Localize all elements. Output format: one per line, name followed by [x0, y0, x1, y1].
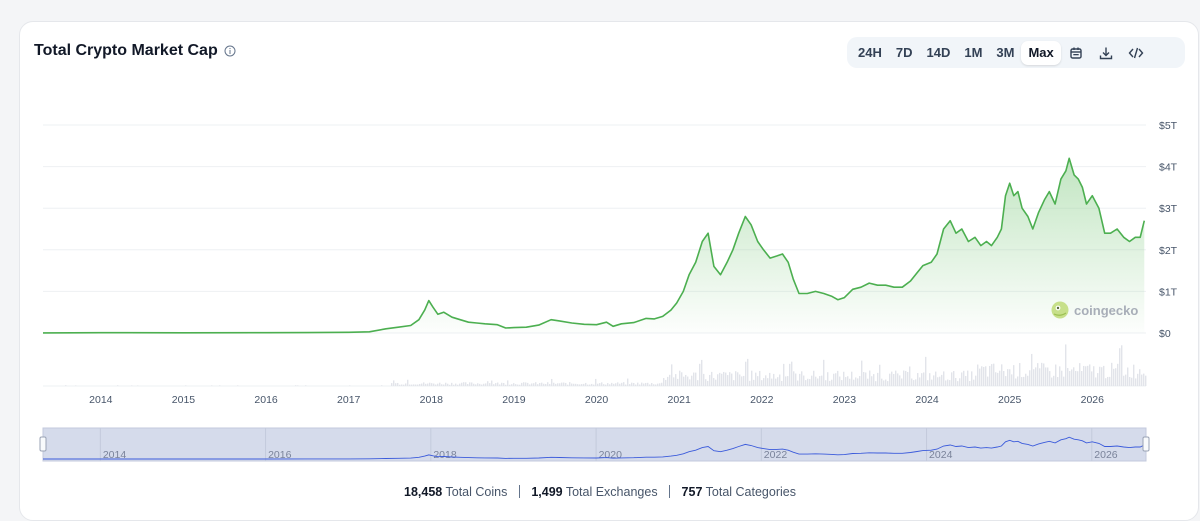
total-exchanges-label: Total Exchanges — [565, 485, 658, 499]
coingecko-logo-icon — [1051, 301, 1069, 319]
divider — [518, 485, 520, 498]
total-categories-value: 757 — [681, 485, 703, 499]
download-icon — [1099, 47, 1112, 59]
chart-card — [19, 21, 1199, 521]
chart-header: Total Crypto Market Cap — [34, 42, 236, 60]
total-categories-label: Total Categories — [705, 485, 796, 499]
divider — [669, 485, 671, 498]
range-3m-button[interactable]: 3M — [996, 45, 1015, 60]
chart-title: Total Crypto Market Cap — [34, 42, 218, 59]
watermark: coingecko — [1051, 301, 1138, 319]
range-24h-button[interactable]: 24H — [858, 45, 882, 60]
total-coins-label: Total Coins — [445, 485, 508, 499]
range-14d-button[interactable]: 14D — [926, 45, 951, 60]
embed-code-icon — [1128, 47, 1144, 58]
range-7d-button[interactable]: 7D — [895, 45, 913, 60]
calendar-button[interactable] — [1061, 41, 1091, 65]
download-button[interactable] — [1091, 41, 1121, 65]
info-icon[interactable] — [224, 45, 236, 57]
range-selector: 24H 7D 14D 1M 3M Max — [847, 37, 1185, 68]
watermark-text: coingecko — [1074, 302, 1139, 318]
total-coins-value: 18,458 — [404, 485, 443, 499]
stats-footer: 18,458 Total Coins 1,499 Total Exchanges… — [0, 485, 1200, 499]
range-1m-button[interactable]: 1M — [964, 45, 983, 60]
range-max-button[interactable]: Max — [1021, 40, 1061, 65]
total-exchanges-value: 1,499 — [531, 485, 563, 499]
embed-code-button[interactable] — [1121, 41, 1151, 65]
calendar-icon — [1070, 47, 1082, 59]
